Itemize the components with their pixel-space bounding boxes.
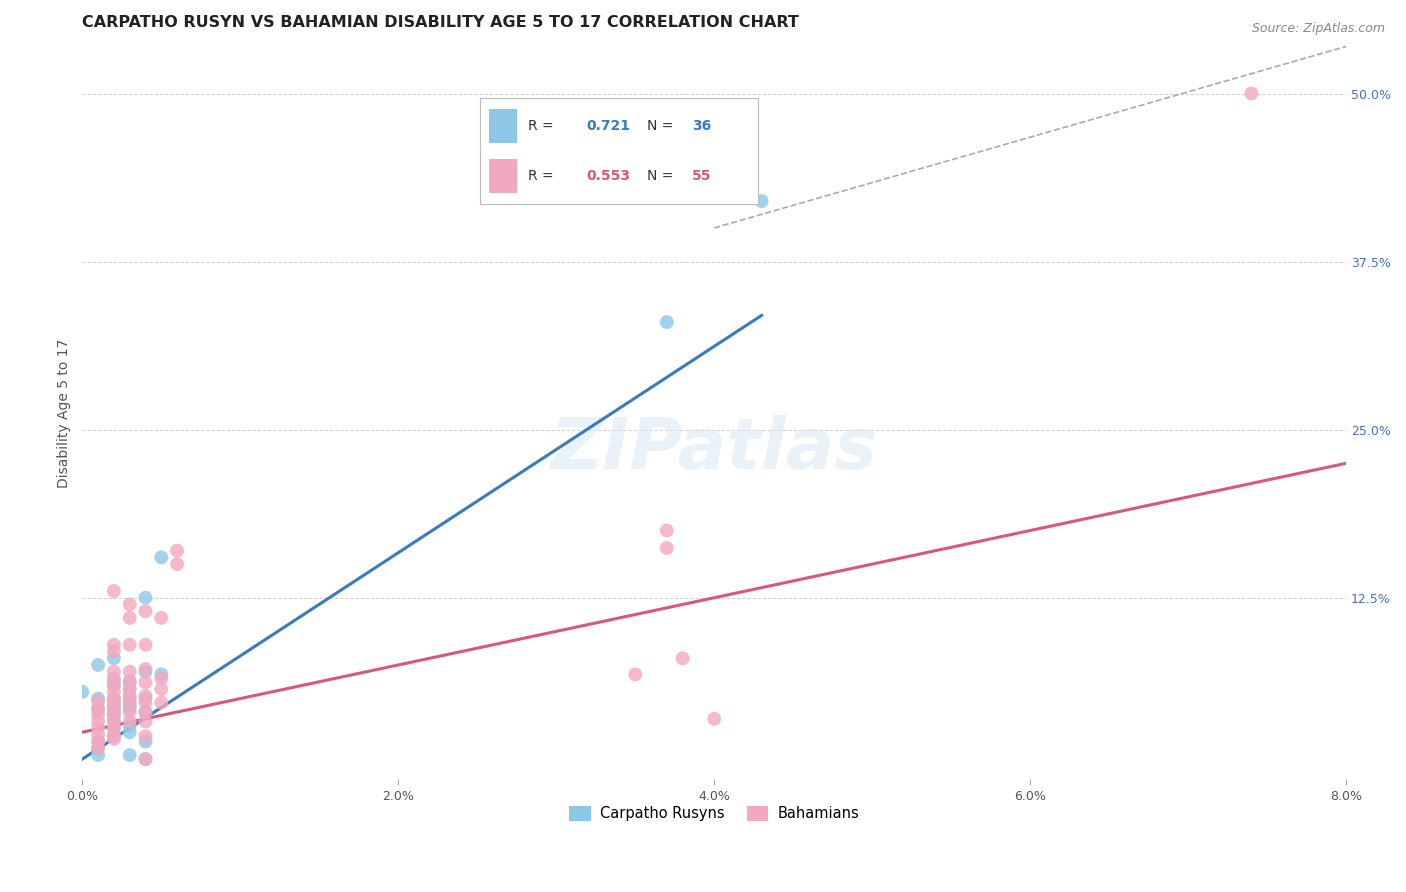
Point: [103, 665, 125, 679]
Point: [134, 752, 156, 766]
Legend: Carpatho Rusyns, Bahamians: Carpatho Rusyns, Bahamians: [564, 800, 865, 827]
Point: [134, 604, 156, 618]
Point: [103, 678, 125, 692]
Point: [103, 707, 125, 722]
Point: [134, 665, 156, 679]
Y-axis label: Disability Age 5 to 17: Disability Age 5 to 17: [58, 338, 72, 488]
Point: [166, 543, 188, 558]
Point: [134, 691, 156, 706]
Point: [87, 702, 110, 716]
Point: [87, 728, 110, 742]
Point: [118, 725, 141, 739]
Point: [103, 672, 125, 686]
Point: [118, 675, 141, 690]
Point: [103, 691, 125, 706]
Point: [103, 701, 125, 715]
Point: [103, 698, 125, 713]
Point: [87, 691, 110, 706]
Point: [103, 678, 125, 692]
Point: [150, 667, 173, 681]
Point: [134, 638, 156, 652]
Point: [1240, 87, 1263, 101]
Point: [134, 714, 156, 729]
Point: [134, 696, 156, 710]
Point: [134, 734, 156, 748]
Point: [103, 709, 125, 723]
Point: [118, 698, 141, 713]
Point: [134, 662, 156, 676]
Point: [87, 734, 110, 748]
Point: [118, 674, 141, 689]
Point: [87, 747, 110, 762]
Point: [87, 701, 110, 715]
Point: [166, 557, 188, 571]
Point: [103, 721, 125, 735]
Point: [624, 667, 647, 681]
Point: [118, 611, 141, 625]
Point: [87, 741, 110, 756]
Point: [134, 729, 156, 743]
Point: [103, 644, 125, 658]
Point: [118, 691, 141, 706]
Point: [103, 714, 125, 729]
Point: [134, 591, 156, 605]
Point: [103, 728, 125, 742]
Point: [134, 705, 156, 719]
Point: [150, 550, 173, 565]
Point: [87, 721, 110, 735]
Point: [150, 696, 173, 710]
Point: [87, 734, 110, 748]
Point: [672, 651, 695, 665]
Point: [118, 696, 141, 710]
Point: [134, 689, 156, 703]
Text: Source: ZipAtlas.com: Source: ZipAtlas.com: [1251, 22, 1385, 36]
Point: [103, 714, 125, 729]
Point: [103, 685, 125, 699]
Point: [87, 707, 110, 722]
Point: [103, 729, 125, 743]
Point: [118, 598, 141, 612]
Point: [103, 638, 125, 652]
Point: [103, 584, 125, 599]
Point: [150, 672, 173, 686]
Point: [87, 741, 110, 756]
Point: [118, 705, 141, 719]
Point: [118, 682, 141, 697]
Point: [134, 705, 156, 719]
Point: [118, 689, 141, 703]
Point: [103, 701, 125, 715]
Point: [118, 638, 141, 652]
Point: [103, 721, 125, 735]
Text: ZIPatlas: ZIPatlas: [551, 415, 877, 484]
Point: [103, 674, 125, 689]
Point: [150, 611, 173, 625]
Point: [134, 675, 156, 690]
Point: [655, 315, 678, 329]
Point: [103, 696, 125, 710]
Point: [703, 712, 725, 726]
Point: [655, 524, 678, 538]
Point: [655, 541, 678, 555]
Text: CARPATHO RUSYN VS BAHAMIAN DISABILITY AGE 5 TO 17 CORRELATION CHART: CARPATHO RUSYN VS BAHAMIAN DISABILITY AG…: [83, 15, 799, 30]
Point: [118, 682, 141, 697]
Point: [118, 718, 141, 732]
Point: [118, 747, 141, 762]
Point: [118, 714, 141, 729]
Point: [103, 691, 125, 706]
Point: [103, 705, 125, 719]
Point: [72, 685, 94, 699]
Point: [751, 194, 773, 208]
Point: [118, 665, 141, 679]
Point: [103, 651, 125, 665]
Point: [134, 752, 156, 766]
Point: [87, 657, 110, 672]
Point: [87, 694, 110, 708]
Point: [118, 701, 141, 715]
Point: [87, 714, 110, 729]
Point: [103, 731, 125, 746]
Point: [150, 682, 173, 697]
